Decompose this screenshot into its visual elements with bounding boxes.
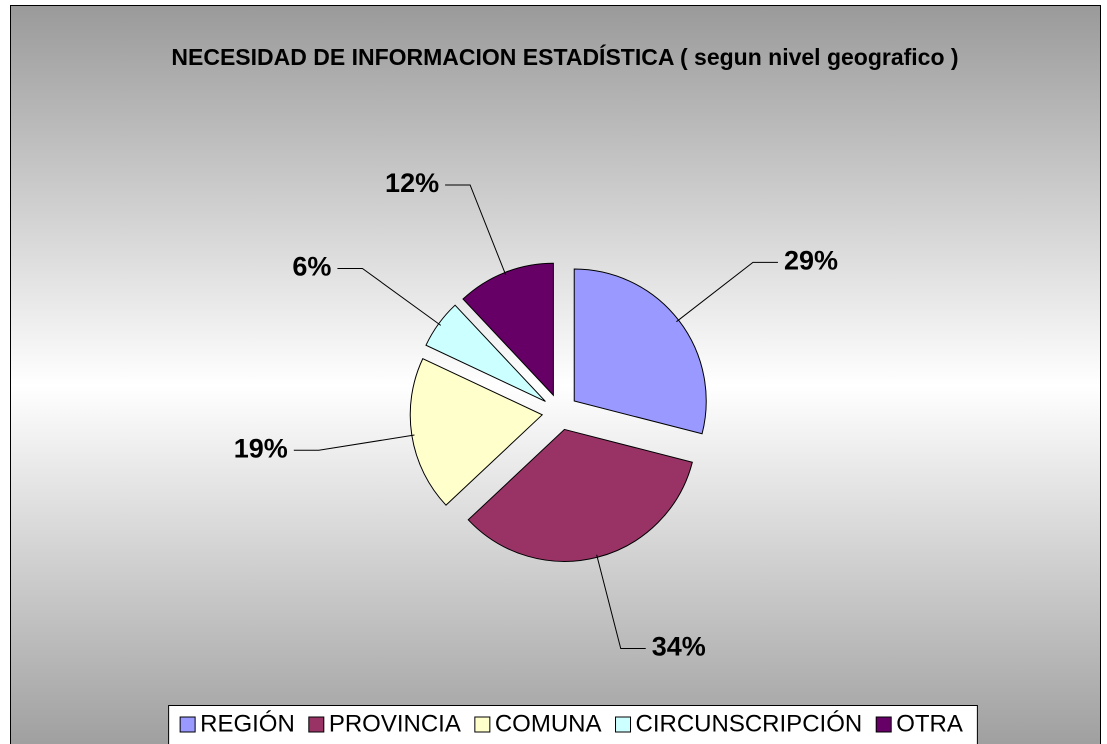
legend-swatch <box>308 716 325 733</box>
data-label: 19% <box>234 433 288 463</box>
data-label: 34% <box>652 632 706 662</box>
leader-line <box>596 554 646 650</box>
legend-swatch <box>474 716 491 733</box>
data-label: 29% <box>784 245 838 275</box>
leader-line <box>445 184 507 276</box>
legend-label: OTRA <box>896 710 963 737</box>
legend-box <box>168 705 978 744</box>
leader-line <box>293 434 415 451</box>
legend-label: REGIÓN <box>200 710 295 737</box>
leader-line <box>337 267 442 326</box>
leader-line <box>676 261 778 323</box>
chart-area <box>10 5 1101 744</box>
legend-swatch <box>875 716 892 733</box>
legend: REGIÓN PROVINCIA COMUNA CIRCUNSCRIPCIÓN OTRA <box>168 705 978 744</box>
legend-swatch <box>615 716 632 733</box>
legend-label: PROVINCIA <box>329 710 461 737</box>
data-label: 12% <box>385 168 439 198</box>
data-label: 6% <box>292 252 331 282</box>
chart-title: NECESIDAD DE INFORMACION ESTADÍSTICA ( s… <box>171 44 959 70</box>
legend-swatch <box>179 716 196 733</box>
legend-label: CIRCUNSCRIPCIÓN <box>636 710 863 737</box>
legend-label: COMUNA <box>495 710 602 737</box>
